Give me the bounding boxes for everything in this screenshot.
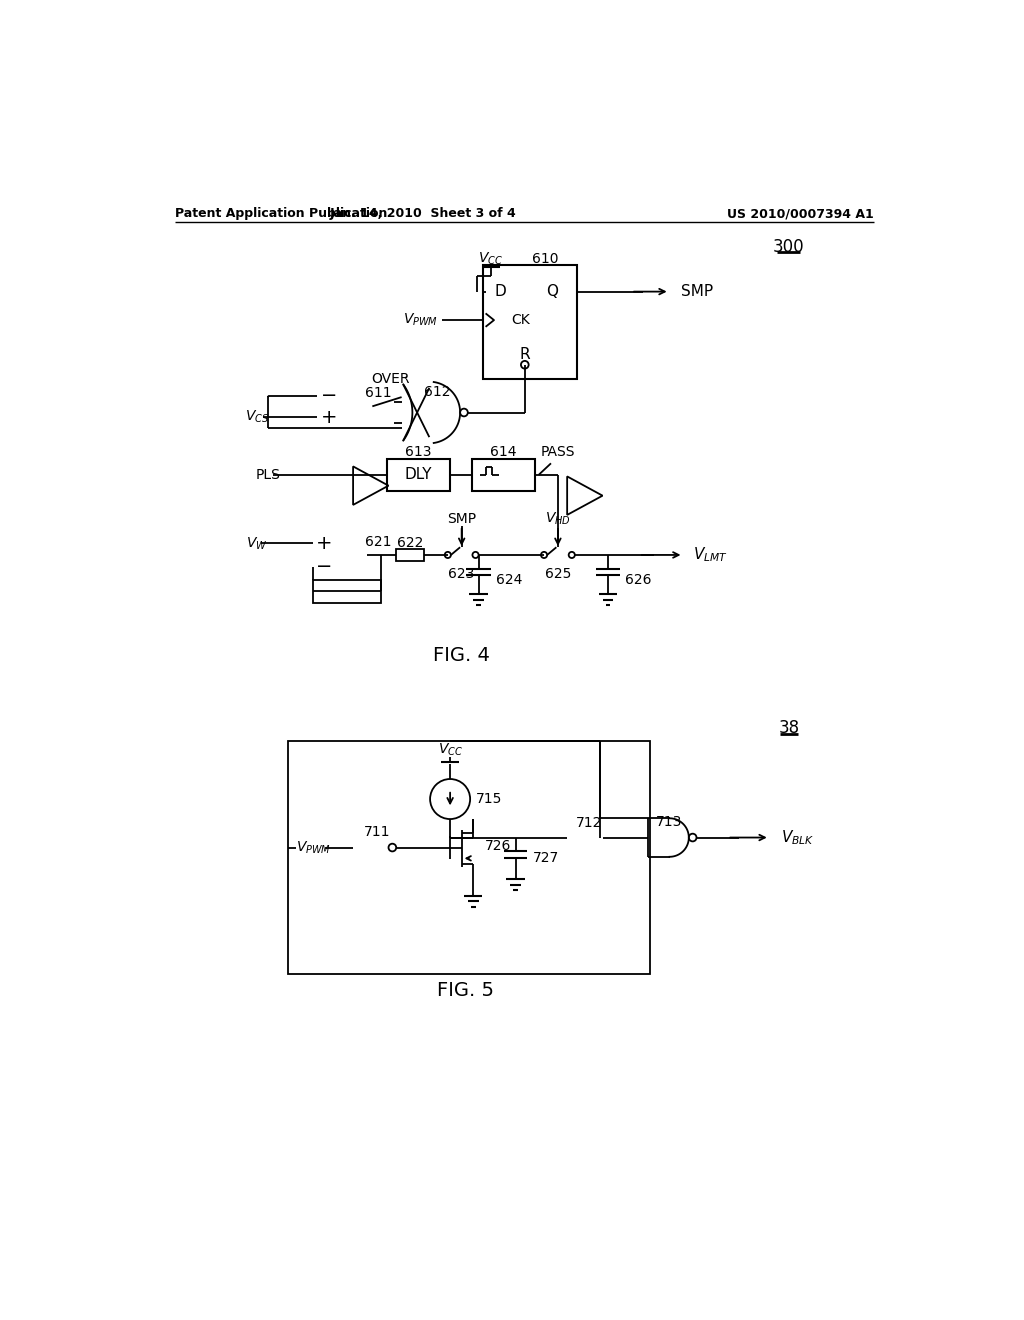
Text: 622: 622 (397, 536, 423, 550)
Text: +: + (321, 408, 338, 426)
Text: 613: 613 (406, 445, 432, 459)
Text: DLY: DLY (404, 467, 432, 482)
Text: 713: 713 (656, 816, 683, 829)
Text: $V_{LMT}$: $V_{LMT}$ (692, 545, 727, 565)
Text: 610: 610 (531, 252, 558, 265)
Text: $V_{PWM}$: $V_{PWM}$ (296, 840, 331, 855)
Text: $V_{BLK}$: $V_{BLK}$ (781, 828, 814, 847)
Text: 625: 625 (545, 568, 571, 581)
Text: 624: 624 (496, 573, 522, 587)
Text: 612: 612 (424, 384, 451, 399)
Text: D: D (495, 284, 506, 300)
Text: Q: Q (547, 284, 558, 300)
Text: CK: CK (511, 313, 529, 327)
Text: 300: 300 (773, 238, 805, 256)
Text: Patent Application Publication: Patent Application Publication (175, 207, 388, 220)
Bar (313, 579, 381, 603)
Text: 614: 614 (490, 445, 516, 459)
Text: US 2010/0007394 A1: US 2010/0007394 A1 (727, 207, 873, 220)
Text: $V_{PWM}$: $V_{PWM}$ (403, 312, 438, 329)
Text: SMP: SMP (447, 512, 476, 525)
Text: 626: 626 (625, 573, 651, 587)
Text: +: + (316, 533, 333, 553)
Text: 38: 38 (778, 719, 800, 737)
Bar (387, 459, 451, 491)
Text: R: R (519, 347, 530, 362)
Text: 726: 726 (484, 840, 511, 853)
Text: $V_{HD}$: $V_{HD}$ (545, 511, 570, 527)
Text: SMP: SMP (681, 284, 714, 300)
Text: 621: 621 (366, 535, 392, 549)
Text: 623: 623 (449, 568, 475, 581)
Bar (396, 549, 424, 561)
Bar (472, 459, 535, 491)
Text: PLS: PLS (255, 467, 281, 482)
Text: $V_{CC}$: $V_{CC}$ (437, 742, 463, 758)
Text: −: − (316, 557, 333, 576)
Text: 712: 712 (575, 816, 602, 830)
Text: −: − (322, 385, 337, 405)
Text: Jan. 14, 2010  Sheet 3 of 4: Jan. 14, 2010 Sheet 3 of 4 (330, 207, 516, 220)
Text: FIG. 5: FIG. 5 (437, 981, 494, 999)
Text: $V_{CS}$: $V_{CS}$ (245, 409, 268, 425)
Text: $V_{W}$: $V_{W}$ (246, 535, 267, 552)
Text: FIG. 4: FIG. 4 (433, 645, 490, 664)
Bar (483, 264, 578, 379)
Text: 715: 715 (475, 792, 502, 807)
Text: $V_{CC}$: $V_{CC}$ (478, 251, 504, 267)
Bar (289, 742, 650, 974)
Text: OVER: OVER (371, 372, 410, 387)
Text: 727: 727 (532, 850, 559, 865)
Text: 611: 611 (366, 387, 392, 400)
Text: 711: 711 (364, 825, 390, 840)
Text: PASS: PASS (541, 445, 575, 459)
